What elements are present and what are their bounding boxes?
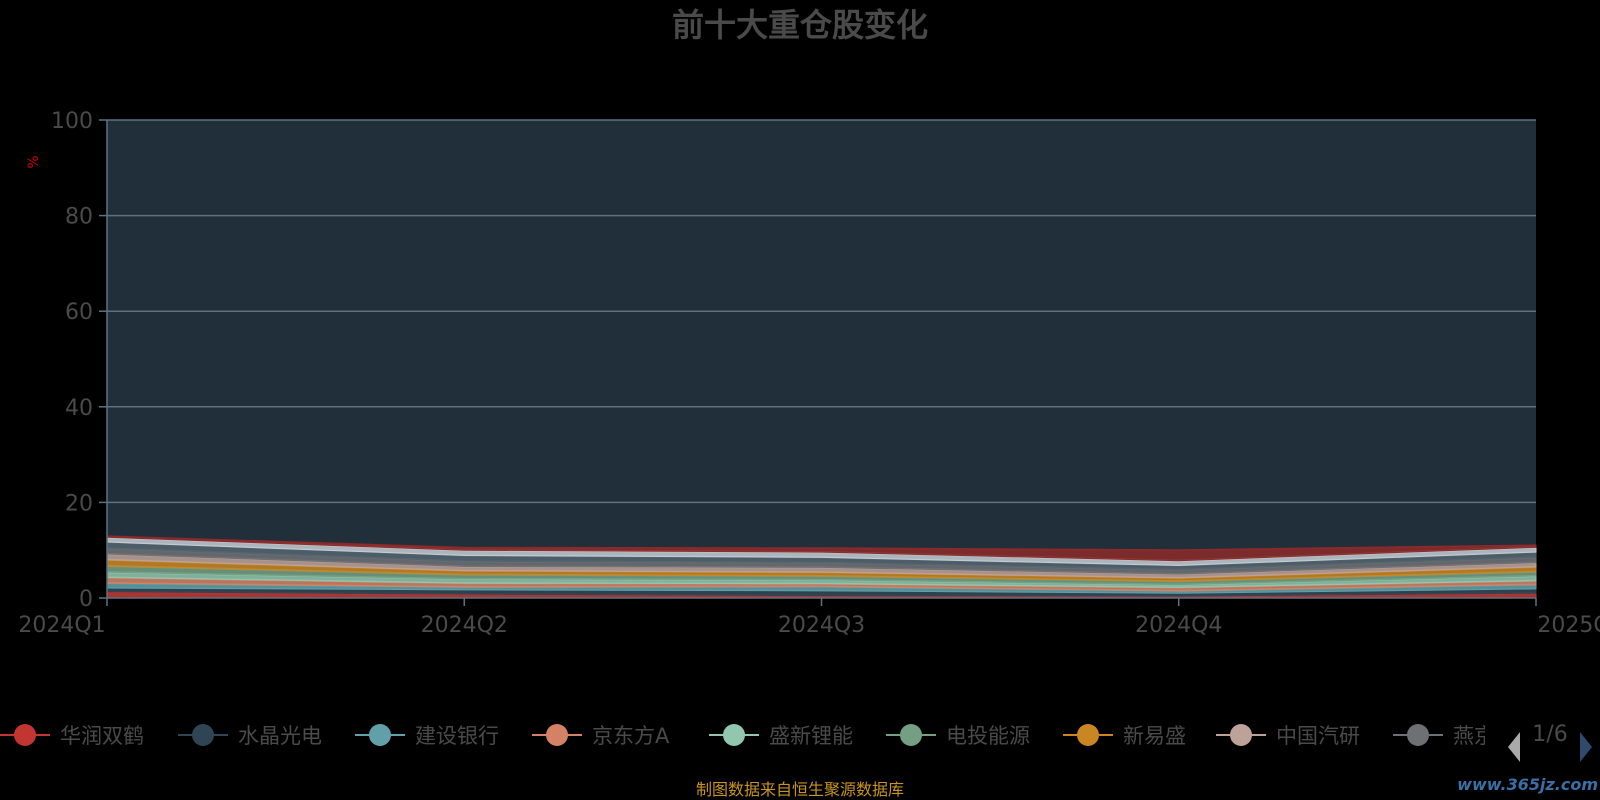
legend-marker-icon [900, 724, 922, 746]
legend-marker-icon [1407, 724, 1429, 746]
plot-area [107, 120, 1536, 598]
grid-lines [107, 119, 1536, 504]
legend-marker-icon [546, 724, 568, 746]
axes: 0 20 40 60 80 100 2024Q1 2024Q2 2024Q3 2024Q4 2025… [18, 109, 1600, 638]
watermark: www.365jz.com [1457, 775, 1598, 794]
x-tick-label: 2024Q3 [778, 613, 865, 638]
legend-label: 华润双鹤 [60, 724, 144, 748]
legend-item[interactable]: 燕京 [1393, 724, 1495, 748]
y-axis-unit: % [26, 155, 42, 168]
legend-item[interactable]: 水晶光电 [178, 724, 322, 748]
legend-marker-icon [192, 724, 214, 746]
x-tick-label: 2024Q1 [18, 613, 105, 638]
x-tick-label: 2024Q2 [421, 613, 508, 638]
legend-marker-icon [723, 724, 745, 746]
legend-page-indicator: 1/6 [1532, 722, 1567, 747]
legend-label: 燕京 [1453, 724, 1495, 748]
legend: 华润双鹤 水晶光电 建设银行 京东方A 盛新锂能 电投能源 新易盛 中国汽研 燕京 [0, 724, 1495, 748]
legend-next-icon[interactable] [1580, 732, 1592, 762]
stacked-areas [106, 535, 1537, 599]
legend-item[interactable]: 新易盛 [1063, 724, 1186, 748]
legend-label: 水晶光电 [238, 724, 322, 748]
legend-label: 中国汽研 [1276, 724, 1360, 748]
legend-label: 盛新锂能 [769, 724, 853, 748]
x-tick-label: 2024Q4 [1135, 613, 1222, 638]
y-tick-label: 20 [65, 491, 93, 516]
legend-prev-icon[interactable] [1508, 732, 1520, 762]
chart-title: 前十大重仓股变化 [672, 6, 928, 44]
legend-item[interactable]: 建设银行 [355, 724, 499, 748]
legend-pager: 1/6 [1508, 722, 1592, 762]
legend-item[interactable]: 盛新锂能 [709, 724, 853, 748]
legend-item[interactable]: 电投能源 [886, 724, 1030, 748]
legend-label: 京东方A [592, 724, 670, 748]
legend-marker-icon [14, 724, 36, 746]
data-source-note: 制图数据来自恒生聚源数据库 [696, 780, 904, 799]
legend-item[interactable]: 中国汽研 [1216, 724, 1360, 748]
legend-marker-icon [1230, 724, 1252, 746]
legend-item[interactable]: 华润双鹤 [0, 724, 144, 748]
legend-label: 新易盛 [1123, 724, 1186, 748]
y-tick-label: 60 [65, 300, 93, 325]
legend-marker-icon [369, 724, 391, 746]
x-tick-label: 2025Q1 [1537, 613, 1600, 638]
y-tick-label: 100 [51, 109, 93, 134]
y-tick-label: 40 [65, 396, 93, 421]
series-line-12 [106, 535, 1537, 552]
legend-label: 电投能源 [946, 724, 1030, 748]
legend-label: 建设银行 [415, 724, 499, 748]
y-tick-label: 0 [79, 587, 93, 612]
y-tick-label: 80 [65, 205, 93, 230]
legend-item[interactable]: 京东方A [532, 724, 670, 748]
legend-marker-icon [1077, 724, 1099, 746]
